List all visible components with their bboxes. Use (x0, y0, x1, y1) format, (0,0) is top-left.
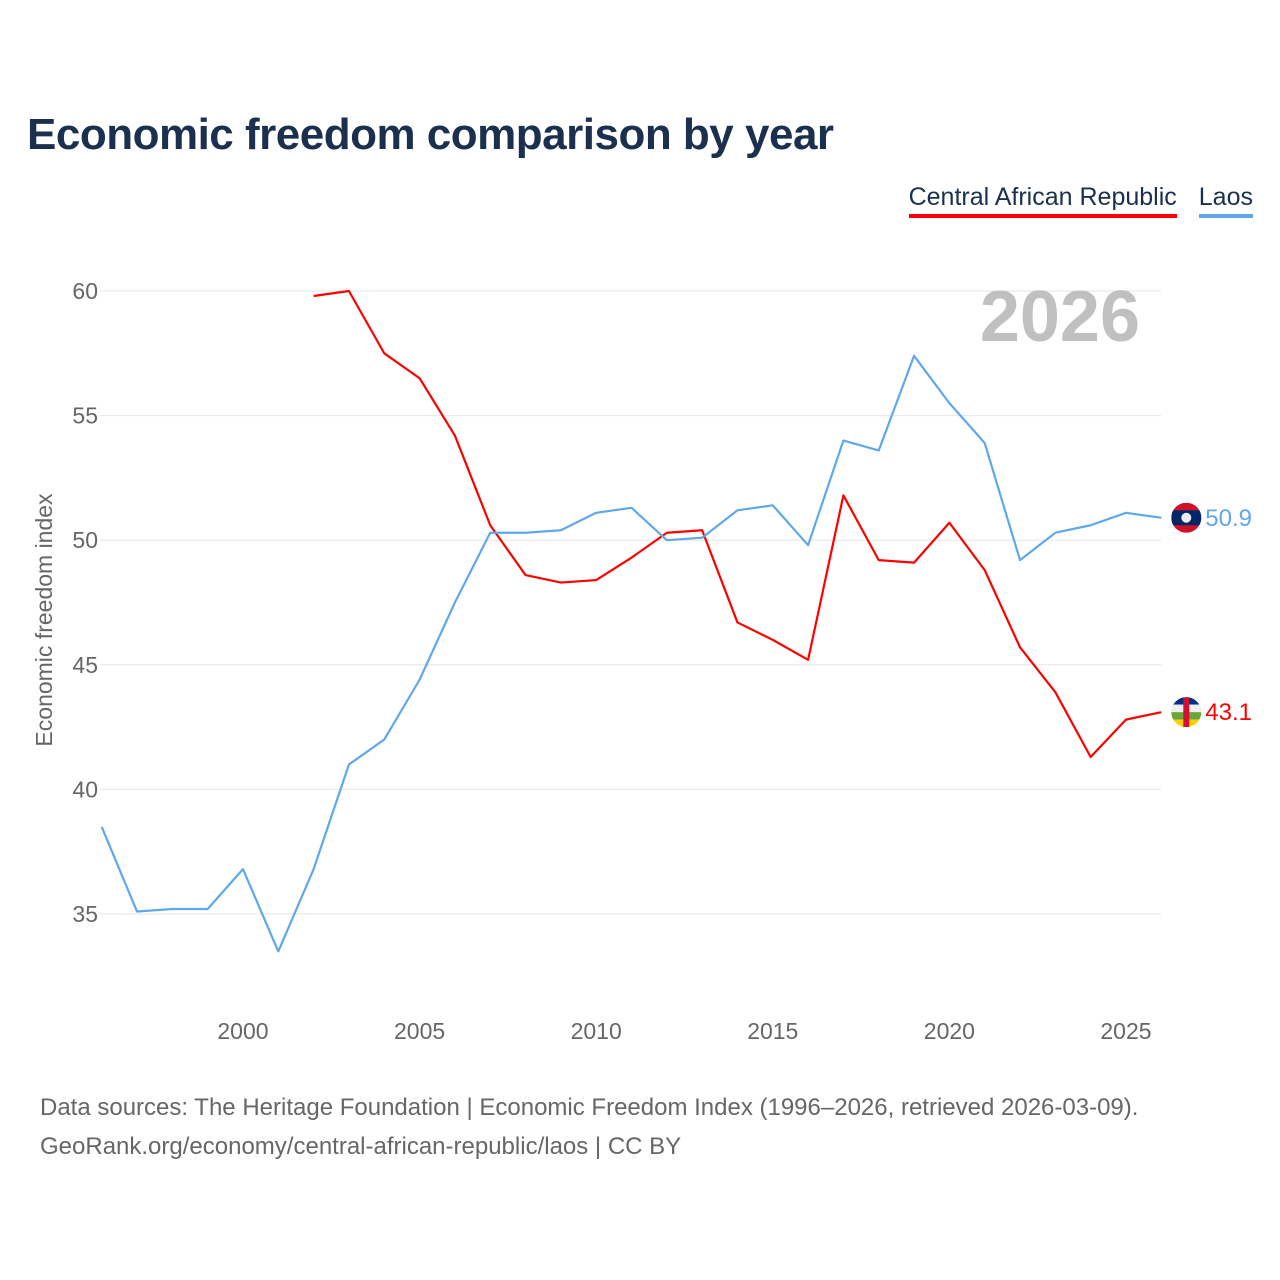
y-tick-label: 35 (72, 901, 98, 927)
x-tick-label: 2015 (747, 1018, 798, 1044)
laos-flag-icon (1171, 502, 1202, 533)
x-tick-label: 2000 (217, 1018, 268, 1044)
year-watermark: 2026 (980, 277, 1140, 357)
x-tick-label: 2025 (1100, 1018, 1151, 1044)
end-value-label: 50.9 (1205, 505, 1252, 532)
y-tick-label: 50 (72, 527, 98, 553)
chart-title: Economic freedom comparison by year (27, 110, 834, 159)
car-flag-icon (1171, 697, 1202, 728)
legend-item-car[interactable]: Central African Republic (908, 183, 1177, 218)
y-tick-label: 60 (72, 278, 98, 304)
y-tick-label: 55 (72, 403, 98, 429)
x-tick-label: 2010 (571, 1018, 622, 1044)
y-tick-label: 45 (72, 652, 98, 678)
end-value-label: 43.1 (1205, 699, 1252, 726)
source-line-1: Data sources: The Heritage Foundation | … (40, 1094, 1139, 1121)
source-line-2: GeoRank.org/economy/central-african-repu… (40, 1133, 682, 1160)
legend: Central African Republic Laos (908, 183, 1253, 218)
y-tick-label: 40 (72, 776, 98, 802)
source-note: Data sources: The Heritage Foundation | … (40, 1088, 1138, 1166)
y-axis-label: Economic freedom index (31, 493, 57, 747)
x-tick-label: 2005 (394, 1018, 445, 1044)
series-line-laos (100, 354, 1162, 953)
series-line-car (313, 289, 1162, 759)
x-tick-label: 2020 (924, 1018, 975, 1044)
legend-item-laos[interactable]: Laos (1198, 183, 1253, 218)
